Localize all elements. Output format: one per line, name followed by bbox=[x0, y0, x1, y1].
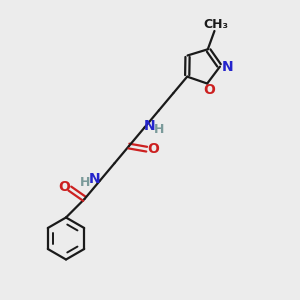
Text: N: N bbox=[89, 172, 100, 186]
Text: CH₃: CH₃ bbox=[203, 18, 229, 31]
Text: N: N bbox=[144, 119, 156, 133]
Text: H: H bbox=[154, 123, 165, 136]
Text: N: N bbox=[222, 60, 233, 74]
Text: O: O bbox=[147, 142, 159, 156]
Text: H: H bbox=[80, 176, 90, 188]
Text: O: O bbox=[58, 180, 70, 194]
Text: O: O bbox=[203, 83, 214, 97]
